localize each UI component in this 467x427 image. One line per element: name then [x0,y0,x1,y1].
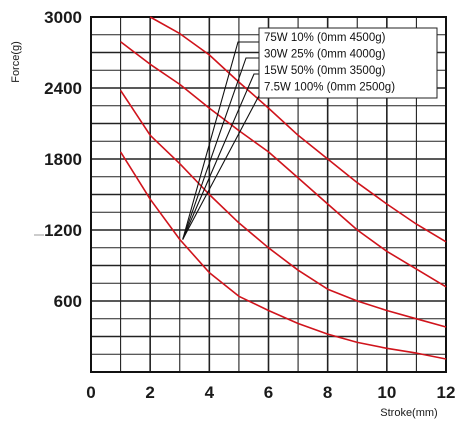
legend-entry: 75W 10% (0mm 4500g) [264,32,386,44]
x-tick-label: 8 [323,383,332,402]
legend-box [258,27,438,99]
x-tick-label: 12 [437,383,456,402]
x-tick-label: 10 [377,383,396,402]
legend-entry: 30W 25% (0mm 4000g) [264,49,386,61]
series-curves [119,16,447,360]
y-tick-label: 3000 [44,8,82,27]
series-line-3 [119,89,447,328]
series-line-1 [149,16,447,243]
y-tick-label: 600 [54,292,82,311]
leader-line-2 [182,57,259,240]
series-line-2 [120,41,447,288]
x-tick-label: 2 [145,383,154,402]
plot-frame [90,16,447,373]
legend-entry: 7.5W 100% (0mm 2500g) [264,82,395,94]
legend: 75W 10% (0mm 4500g) 30W 25% (0mm 4000g) 15… [258,27,438,99]
y-tick-label: 2400 [44,79,82,98]
x-tick-label: 6 [264,383,273,402]
leader-line-1 [182,41,259,240]
legend-entry: 15W 50% (0mm 3500g) [264,65,386,77]
y-axis-label: Force(g) [10,41,22,83]
x-tick-label: 4 [205,383,215,402]
y-tick-label: 1200 [44,221,82,240]
x-axis-label: Stroke(mm) [380,407,437,419]
leader-line-3 [182,73,259,240]
tick-labels: 0 2 4 6 8 10 12 600 1200 1800 2400 3000 [44,8,455,402]
x-tick-label: 0 [86,383,95,402]
leader-line-4 [182,89,263,240]
y-tick-label: 1800 [44,150,82,169]
series-line-4 [119,151,447,360]
